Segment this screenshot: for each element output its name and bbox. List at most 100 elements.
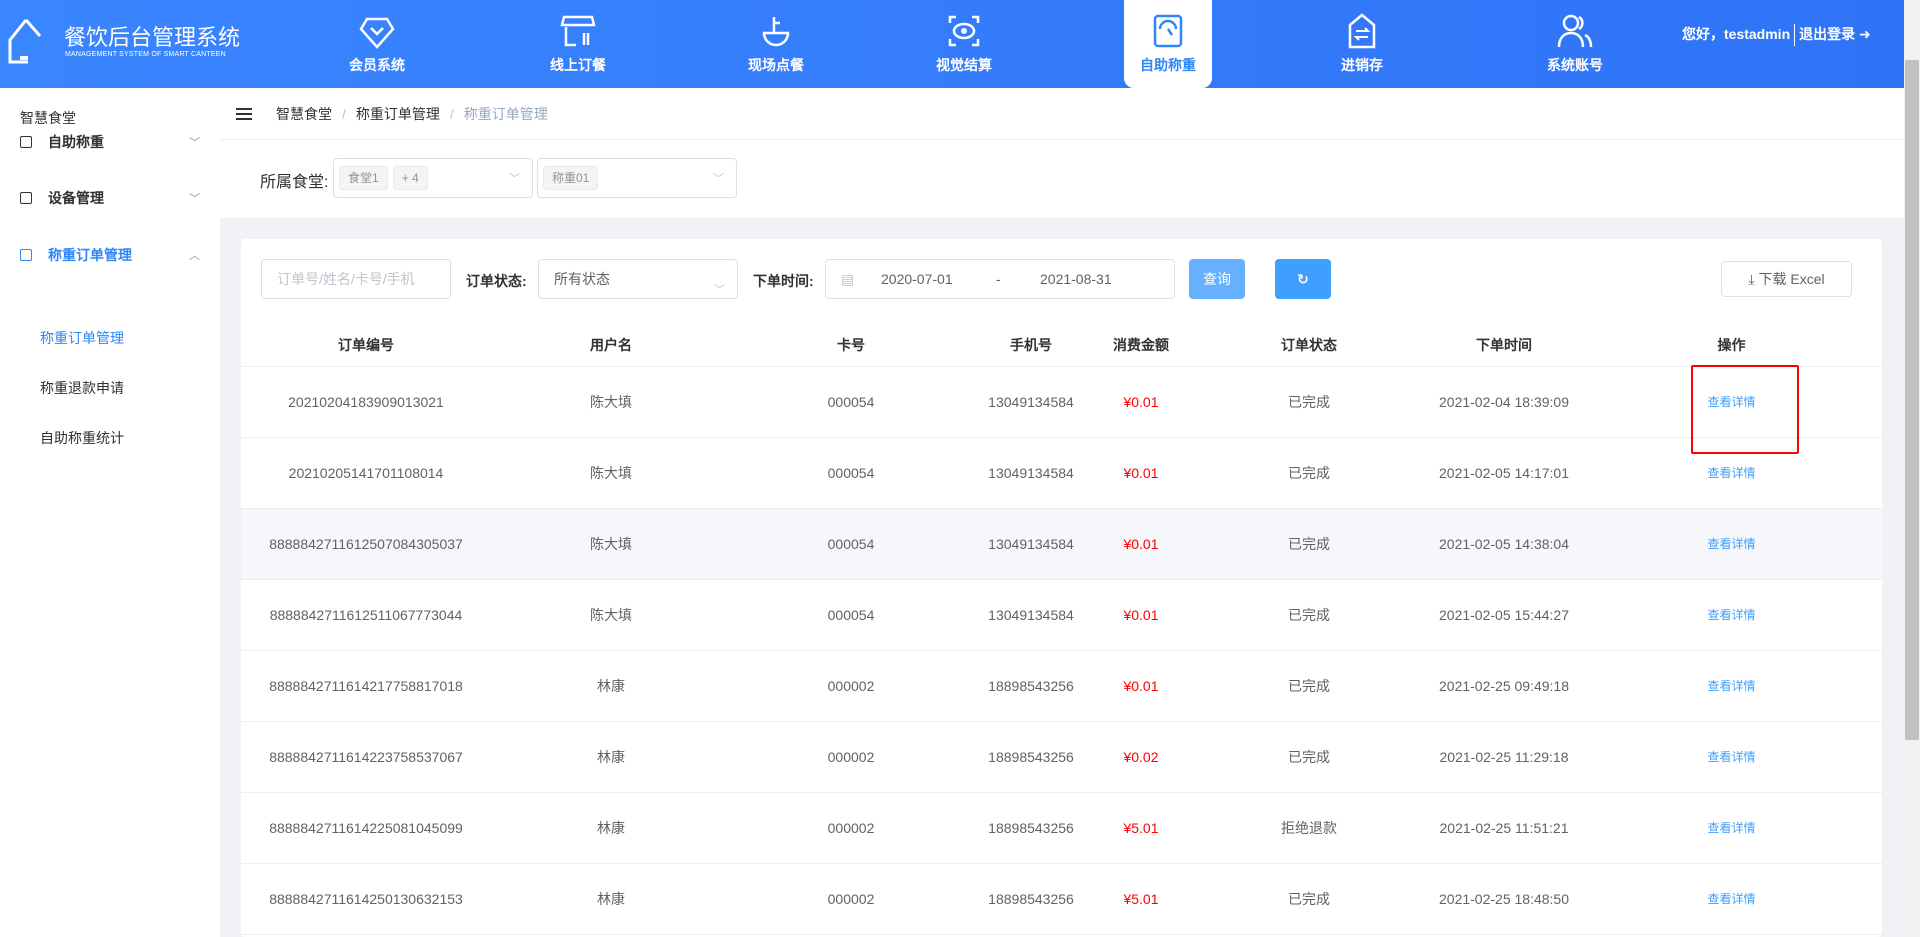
cell-text: 20210204183909013021 — [288, 393, 444, 410]
table-cell: 18898543256 — [971, 888, 1091, 911]
cell-text: 已完成 — [1288, 606, 1330, 623]
view-details-link[interactable]: 查看详情 — [1707, 821, 1756, 835]
user-greeting: 您好，testadmin — [1682, 26, 1791, 42]
table-cell: 已完成 — [1191, 675, 1427, 698]
cell-text: ¥0.01 — [1123, 606, 1159, 623]
users-icon — [1557, 14, 1593, 48]
cell-text: 18898543256 — [988, 890, 1074, 907]
nav-item-4[interactable]: 自助称重 — [1124, 0, 1212, 88]
cell-text: ¥0.01 — [1123, 464, 1159, 481]
table-cell: 2021-02-05 14:38:04 — [1427, 533, 1581, 556]
app-title: 餐饮后台管理系统 — [64, 24, 241, 50]
download-excel-button[interactable]: ⤓ 下载 Excel — [1721, 261, 1852, 297]
view-details-link[interactable]: 查看详情 — [1707, 395, 1756, 409]
submenu-weighing-orders[interactable]: 称重订单管理 — [40, 330, 124, 346]
cell-text: 18898543256 — [988, 677, 1074, 694]
amount-cell: ¥5.01 — [1091, 888, 1191, 911]
submenu-weighing-stats[interactable]: 自助称重统计 — [40, 430, 124, 446]
chevron-down-icon: ﹀ — [189, 137, 200, 149]
cell-text: 18898543256 — [988, 819, 1074, 836]
date-range-picker[interactable]: ▤ 2020-07-01 - 2021-08-31 — [825, 259, 1175, 299]
nav-item-1[interactable]: 线上订餐 — [534, 0, 622, 88]
nav-label: 线上订餐 — [550, 57, 606, 73]
view-details-link[interactable]: 查看详情 — [1707, 537, 1756, 551]
table-row: 20210204183909013021 陈大填 000054 13049134584… — [241, 367, 1882, 438]
status-select[interactable]: 所有状态 ﹀ — [538, 259, 738, 299]
table-cell: 000054 — [731, 391, 971, 414]
menu-weighing-orders[interactable]: 称重订单管理 ︿ — [20, 245, 200, 265]
table-cell: 13049134584 — [971, 391, 1091, 414]
view-details-link[interactable]: 查看详情 — [1707, 892, 1756, 906]
menu-self-weighing[interactable]: 自助称重 ﹀ — [20, 132, 200, 152]
action-cell: 查看详情 — [1581, 461, 1882, 485]
query-button[interactable]: 查询 — [1189, 259, 1245, 299]
table-cell: 陈大填 — [491, 462, 731, 485]
hamburger-icon[interactable] — [236, 107, 252, 120]
nav-item-5[interactable]: 进销存 — [1318, 0, 1406, 88]
breadcrumb-current: 称重订单管理 — [463, 105, 548, 122]
nav-label: 视觉结算 — [936, 57, 992, 73]
date-separator: - — [996, 271, 1001, 287]
table-cell: 2021-02-25 18:48:50 — [1427, 888, 1581, 911]
cell-text: 000002 — [827, 819, 875, 836]
nav-item-0[interactable]: 会员系统 — [333, 0, 421, 88]
table-header: 订单编号 用户名 卡号 手机号 消费金额 订单状态 下单时间 操作 — [241, 325, 1882, 367]
breadcrumb-item[interactable]: 称重订单管理 — [355, 105, 440, 122]
table-cell: 8888842711614225081045099 — [241, 817, 491, 840]
refresh-button[interactable]: ↻ — [1275, 259, 1331, 299]
cell-text: 林康 — [597, 819, 625, 836]
nav-item-3[interactable]: 视觉结算 — [920, 0, 1008, 88]
table-row: 20210205141701108014 陈大填 000054 13049134584… — [241, 438, 1882, 509]
table-cell: 林康 — [491, 888, 731, 911]
column-header: 订单状态 — [1281, 337, 1337, 353]
table-cell: 13049134584 — [971, 533, 1091, 556]
status-value: 所有状态 — [554, 271, 610, 287]
table-cell: 20210204183909013021 — [241, 391, 491, 414]
cell-text: 2021-02-05 14:38:04 — [1439, 535, 1569, 552]
submenu-refund-requests[interactable]: 称重退款申请 — [40, 380, 124, 396]
view-details-link[interactable]: 查看详情 — [1707, 466, 1756, 480]
table-cell: 13049134584 — [971, 462, 1091, 485]
cell-text: 000002 — [827, 677, 875, 694]
scrollbar-thumb[interactable] — [1905, 60, 1919, 740]
cell-text: 000054 — [827, 535, 875, 552]
canteen-filter-bar: 所属食堂: 食堂1 + 4 ﹀ 称重01 ﹀ — [220, 140, 1904, 218]
chevron-up-icon: ︿ — [189, 250, 200, 262]
table-cell: 2021-02-25 11:51:21 — [1427, 817, 1581, 840]
nav-item-2[interactable]: 现场点餐 — [732, 0, 820, 88]
canteen-tag: 食堂1 — [339, 166, 388, 190]
cell-text: 18898543256 — [988, 748, 1074, 765]
table-cell: 2021-02-25 11:29:18 — [1427, 746, 1581, 769]
logout-icon[interactable]: ➜ — [1859, 26, 1871, 42]
nav-item-6[interactable]: 系统账号 — [1531, 0, 1619, 88]
date-end[interactable]: 2021-08-31 — [1040, 271, 1112, 287]
cell-text: 8888842711614217758817018 — [269, 677, 463, 694]
amount-cell: ¥0.01 — [1091, 533, 1191, 556]
view-details-link[interactable]: 查看详情 — [1707, 750, 1756, 764]
cell-text: ¥5.01 — [1123, 819, 1159, 836]
table-cell: 已完成 — [1191, 391, 1427, 414]
search-input[interactable]: 订单号/姓名/卡号/手机 — [261, 259, 451, 299]
cell-text: 已完成 — [1288, 535, 1330, 552]
orders-card: 订单号/姓名/卡号/手机 订单状态: 所有状态 ﹀ 下单时间: ▤ 2020-07… — [241, 239, 1882, 937]
menu-device-management[interactable]: 设备管理 ﹀ — [20, 188, 200, 208]
cell-text: 2021-02-25 09:49:18 — [1439, 677, 1569, 694]
scale-select[interactable]: 称重01 ﹀ — [537, 158, 737, 198]
table-cell: 20210205141701108014 — [241, 462, 491, 485]
logout-link[interactable]: 退出登录 — [1799, 26, 1856, 42]
status-label: 订单状态: — [466, 273, 527, 289]
download-label: 下载 Excel — [1758, 271, 1825, 287]
chevron-down-icon: ﹀ — [713, 173, 724, 185]
cell-text: 林康 — [597, 748, 625, 765]
orders-table: 订单编号 用户名 卡号 手机号 消费金额 订单状态 下单时间 操作 20210204183909… — [241, 325, 1882, 935]
sidebar: 智慧食堂 自助称重 ﹀ 设备管理 ﹀ 称重订单管理 ︿ 称重订单管理 称重退款申请 自… — [0, 88, 220, 937]
table-cell: 000054 — [731, 533, 971, 556]
breadcrumb-item[interactable]: 智慧食堂 — [276, 105, 332, 122]
column-header: 下单时间 — [1476, 337, 1532, 353]
cell-text: 000054 — [827, 606, 875, 623]
canteen-select[interactable]: 食堂1 + 4 ﹀ — [333, 158, 533, 198]
view-details-link[interactable]: 查看详情 — [1707, 679, 1756, 693]
date-start[interactable]: 2020-07-01 — [881, 271, 953, 287]
view-details-link[interactable]: 查看详情 — [1707, 608, 1756, 622]
chevron-down-icon: ﹀ — [189, 193, 200, 205]
